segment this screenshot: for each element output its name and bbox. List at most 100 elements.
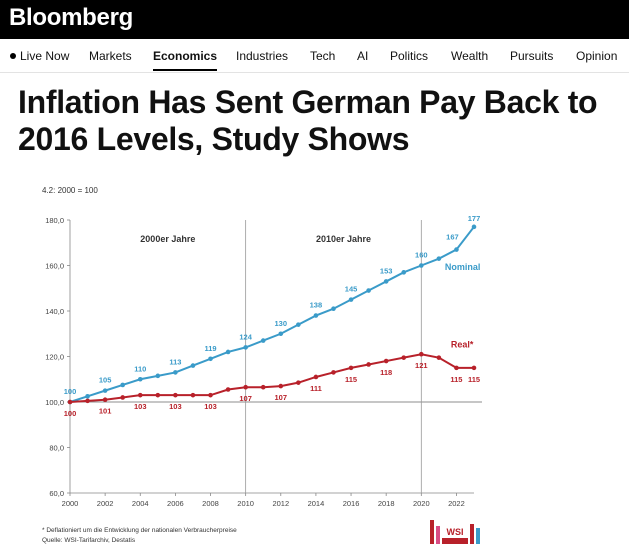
data-label: 124 <box>239 332 252 341</box>
period-label: 2000er Jahre <box>140 234 195 244</box>
data-point <box>383 358 389 364</box>
data-point <box>313 374 319 380</box>
logo-bar <box>476 528 480 544</box>
data-label: 103 <box>134 402 147 411</box>
period-label: 2010er Jahre <box>316 234 371 244</box>
data-point <box>436 256 442 261</box>
logo-bar <box>470 524 474 544</box>
chart-index-label: 4.2: 2000 = 100 <box>42 186 98 195</box>
nav-item-ai[interactable]: AI <box>357 49 369 63</box>
data-label: 105 <box>99 376 112 385</box>
logo-bar <box>436 526 440 544</box>
wage-chart: 4.2: 2000 = 100 60,0 80,0 100,0 120,0 140,0 16… <box>22 180 502 550</box>
data-point <box>137 376 143 382</box>
data-label: 110 <box>134 364 146 373</box>
series-line <box>69 353 474 403</box>
nav-item-industries[interactable]: Industries <box>236 49 289 63</box>
data-label: 160 <box>415 251 428 260</box>
data-label: 115 <box>468 375 480 384</box>
data-label: 130 <box>275 319 288 328</box>
data-point <box>348 297 354 302</box>
section-nav: Live Now Markets Economics Industries Te… <box>0 39 629 73</box>
data-point <box>120 395 125 400</box>
data-point <box>471 365 477 371</box>
data-point <box>67 399 73 405</box>
data-point <box>366 288 371 293</box>
data-point <box>366 362 371 367</box>
nav-item-wealth[interactable]: Wealth <box>451 49 489 63</box>
x-tick-label: 2020 <box>413 499 430 508</box>
nav-item-live-now[interactable]: Live Now <box>10 49 69 63</box>
chart-footnote: * Deflationiert um die Entwicklung der n… <box>42 527 237 534</box>
data-label: 145 <box>345 285 358 294</box>
data-point <box>260 338 266 343</box>
data-point <box>313 313 319 318</box>
data-point <box>436 355 442 360</box>
x-tick-label: 2022 <box>448 499 465 508</box>
chart-source: Quelle: WSI-Tarifarchiv, Destatis <box>42 537 136 544</box>
nav-item-markets[interactable]: Markets <box>89 49 132 63</box>
y-tick-label: 120,0 <box>45 353 64 362</box>
data-point <box>102 397 108 403</box>
y-tick-label: 180,0 <box>45 216 64 225</box>
logo-bar <box>430 520 434 544</box>
y-tick-label: 100,0 <box>45 398 64 407</box>
data-point <box>296 322 301 327</box>
nav-item-pursuits[interactable]: Pursuits <box>510 49 554 63</box>
data-point <box>260 384 266 390</box>
x-tick-label: 2018 <box>378 499 395 508</box>
data-label: 101 <box>99 407 112 416</box>
series-name-label: Nominal <box>445 262 481 272</box>
data-point <box>419 351 424 357</box>
x-tick-label: 2012 <box>272 499 289 508</box>
x-tick-label: 2006 <box>167 499 184 508</box>
data-point <box>278 331 284 337</box>
data-point <box>155 373 161 379</box>
data-point <box>102 388 108 393</box>
series-line <box>69 226 475 403</box>
data-point <box>85 398 90 404</box>
data-point <box>296 380 301 385</box>
data-point <box>401 270 407 275</box>
data-point <box>120 382 125 388</box>
nav-item-label: Live Now <box>20 49 70 63</box>
data-label: 103 <box>169 402 182 411</box>
data-point <box>190 392 196 398</box>
data-label: 167 <box>446 233 459 242</box>
x-tick-label: 2016 <box>343 499 360 508</box>
data-label: 115 <box>345 375 357 384</box>
nav-item-tech[interactable]: Tech <box>310 49 336 63</box>
data-label: 121 <box>415 361 428 370</box>
data-label: 118 <box>380 368 392 377</box>
data-point <box>173 392 178 398</box>
data-point <box>173 370 178 375</box>
nav-item-politics[interactable]: Politics <box>390 49 429 63</box>
bloomberg-logo[interactable]: Bloomberg <box>9 4 133 31</box>
data-label: 113 <box>169 357 181 366</box>
live-dot-icon <box>10 53 16 59</box>
data-label: 100 <box>64 387 77 396</box>
data-label: 177 <box>468 214 481 223</box>
nav-item-opinion[interactable]: Opinion <box>576 49 618 63</box>
data-point <box>225 387 231 392</box>
data-label: 111 <box>310 384 322 393</box>
logo-bar <box>442 538 468 544</box>
data-point <box>208 356 213 362</box>
y-tick-label: 140,0 <box>45 307 64 316</box>
chart-canvas: 4.2: 2000 = 100 60,0 80,0 100,0 120,0 140,0 16… <box>42 186 482 544</box>
data-point <box>331 370 336 375</box>
data-point <box>85 394 90 399</box>
nav-item-economics[interactable]: Economics <box>153 49 218 71</box>
data-label: 107 <box>239 394 252 403</box>
data-point <box>243 345 248 350</box>
data-label: 100 <box>64 409 77 418</box>
data-point <box>401 355 407 360</box>
x-tick-label: 2004 <box>132 499 149 508</box>
data-label: 119 <box>204 344 216 353</box>
wsi-logo: WSI <box>447 527 464 537</box>
x-tick-label: 2002 <box>97 499 114 508</box>
data-label: 107 <box>275 393 288 402</box>
x-tick-label: 2010 <box>237 499 254 508</box>
data-point <box>454 247 459 252</box>
article-headline: Inflation Has Sent German Pay Back to 20… <box>18 84 598 157</box>
